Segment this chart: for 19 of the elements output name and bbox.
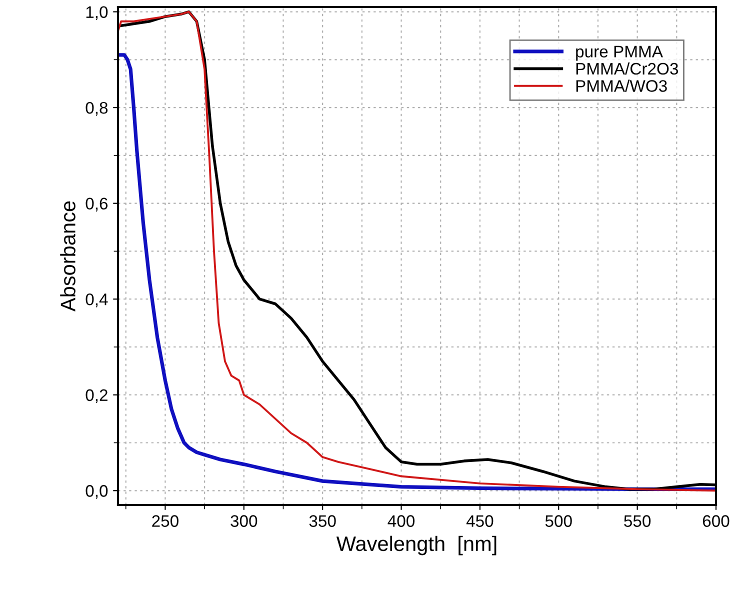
x-tick-label: 400 bbox=[388, 515, 415, 527]
y-tick-label: 0,8 bbox=[86, 102, 108, 116]
y-tick-label: 0,2 bbox=[86, 389, 108, 404]
x-tick-label: 350 bbox=[309, 515, 336, 527]
x-tick-label: 250 bbox=[152, 515, 178, 527]
y-tick-label: 0,4 bbox=[86, 293, 108, 308]
x-axis-title: Wavelength [nm] bbox=[336, 536, 496, 556]
x-tick-label: 550 bbox=[624, 515, 651, 527]
y-tick-label: 0,6 bbox=[86, 198, 108, 212]
legend-label: pure PMMA bbox=[576, 46, 663, 61]
legend-label: PMMA/Cr2O3 bbox=[576, 62, 678, 75]
y-tick-label: 0,0 bbox=[86, 485, 108, 499]
x-tick-label: 450 bbox=[466, 515, 494, 527]
y-axis-title: Absorbance bbox=[60, 201, 76, 312]
y-tick-label: 1,0 bbox=[86, 6, 108, 20]
x-tick-label: 300 bbox=[230, 515, 258, 527]
x-tick-label: 600 bbox=[702, 515, 730, 527]
legend-label: PMMA/WO3 bbox=[576, 80, 667, 92]
x-tick-label: 500 bbox=[545, 515, 572, 527]
